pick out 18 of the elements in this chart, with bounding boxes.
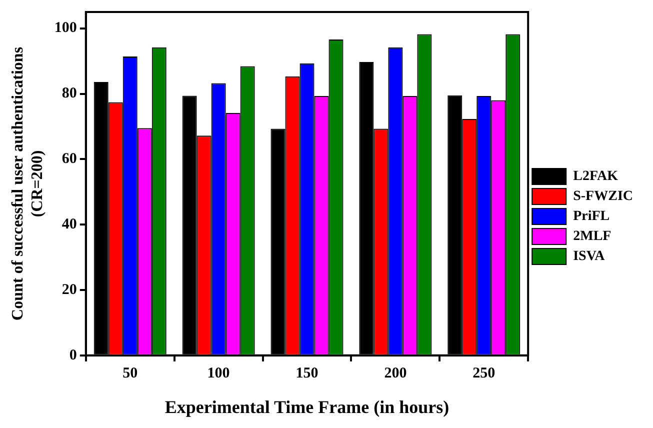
x-tick-label: 100: [207, 365, 230, 382]
legend-label: S-FWZIC: [573, 189, 634, 204]
legend-label: 2MLF: [573, 229, 612, 244]
y-tick-label: 100: [54, 20, 77, 36]
y-tick-label: 20: [62, 282, 77, 298]
y-tick-label: 40: [62, 216, 77, 232]
y-tick-label: 60: [62, 151, 77, 168]
x-tick-label: 150: [296, 365, 318, 382]
legend-label: L2FAK: [573, 169, 618, 184]
y-tick-label: 0: [69, 347, 77, 364]
x-tick-label: 200: [384, 365, 407, 382]
legend-label: ISVA: [573, 249, 606, 264]
legend-label: PriFL: [573, 209, 610, 224]
x-tick-label: 50: [122, 365, 138, 382]
x-tick-label: 250: [472, 365, 496, 382]
y-axis-title: Count of successful user authentications (CR=200): [10, 46, 46, 320]
y-tick-label: 80: [62, 86, 77, 102]
x-axis-title: Experimental Time Frame (in hours): [164, 396, 450, 417]
